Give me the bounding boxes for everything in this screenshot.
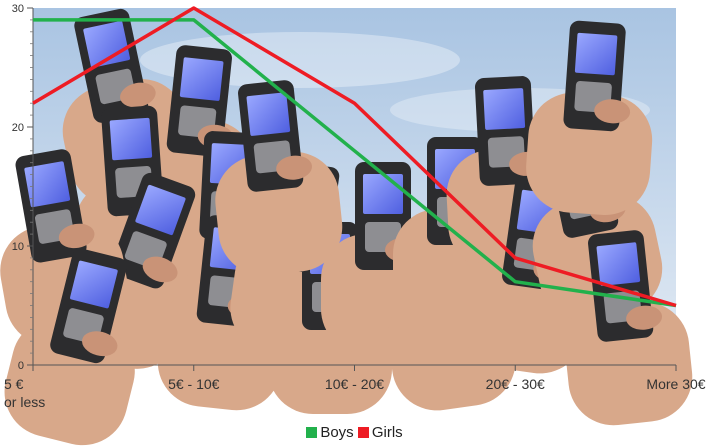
y-minor-ticks [30,19,33,354]
y-tick-label: 30 [12,3,24,15]
y-tick-label: 0 [18,360,24,372]
phone-in-hand-15 [215,80,343,276]
legend-label-boys: Boys [320,424,354,441]
legend: Boys Girls [0,424,709,442]
x-tick-label: 5€ - 10€ [168,376,220,392]
phone-in-hand-18 [4,248,135,446]
x-tick-label: More 30€ [646,376,705,392]
y-tick-label: 10 [12,241,24,253]
legend-swatch-boys [306,427,318,438]
y-ticks: 0 10 20 30 [12,3,33,372]
x-tick-label: 5 € or less [4,376,45,410]
series-line-boys [33,18,677,308]
phone-in-hand-14 [526,20,653,215]
x-tick-label: 20€ - 30€ [486,376,545,392]
legend-label-girls: Girls [371,424,403,441]
x-ticks: 5 € or less 5€ - 10€ 10€ - 20€ 20€ - 30€ More… [4,365,706,410]
series-line-girls [32,6,677,308]
legend-item-boys: Boys [306,424,354,441]
series-lines [32,6,677,308]
y-tick-label: 20 [12,122,24,134]
legend-item-girls: Girls [357,424,403,441]
x-tick-label: 10€ - 20€ [325,376,384,392]
legend-swatch-girls [357,427,369,438]
